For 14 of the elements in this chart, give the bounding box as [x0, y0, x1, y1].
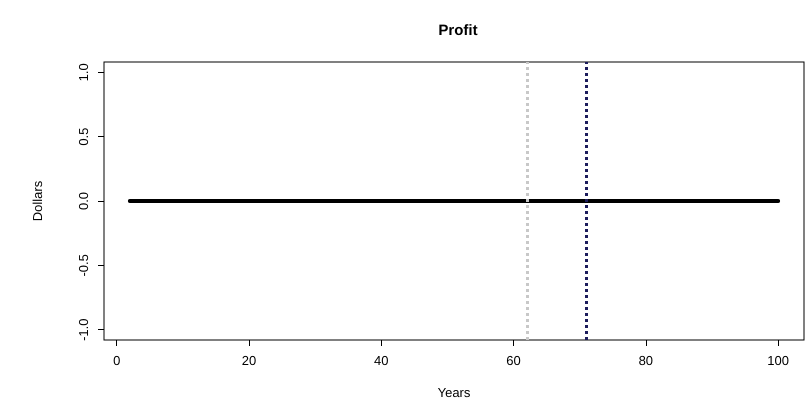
x-tick-label: 80	[638, 353, 654, 368]
y-tick-label: 0.5	[76, 128, 91, 146]
y-tick-label: 1.0	[76, 63, 91, 82]
y-tick-label: -1.0	[76, 318, 91, 341]
x-tick-label: 0	[113, 353, 120, 368]
x-tick-label: 100	[767, 353, 789, 368]
y-tick-label: 0.0	[76, 192, 91, 210]
x-tick-label: 40	[374, 353, 388, 368]
y-tick-label: -0.5	[76, 254, 91, 277]
x-tick-label: 60	[506, 353, 521, 368]
y-axis-title: Dollars	[30, 180, 45, 222]
x-tick-label: 20	[242, 353, 256, 368]
chart-title: Profit	[438, 22, 478, 39]
x-axis-title: Years	[438, 385, 471, 400]
